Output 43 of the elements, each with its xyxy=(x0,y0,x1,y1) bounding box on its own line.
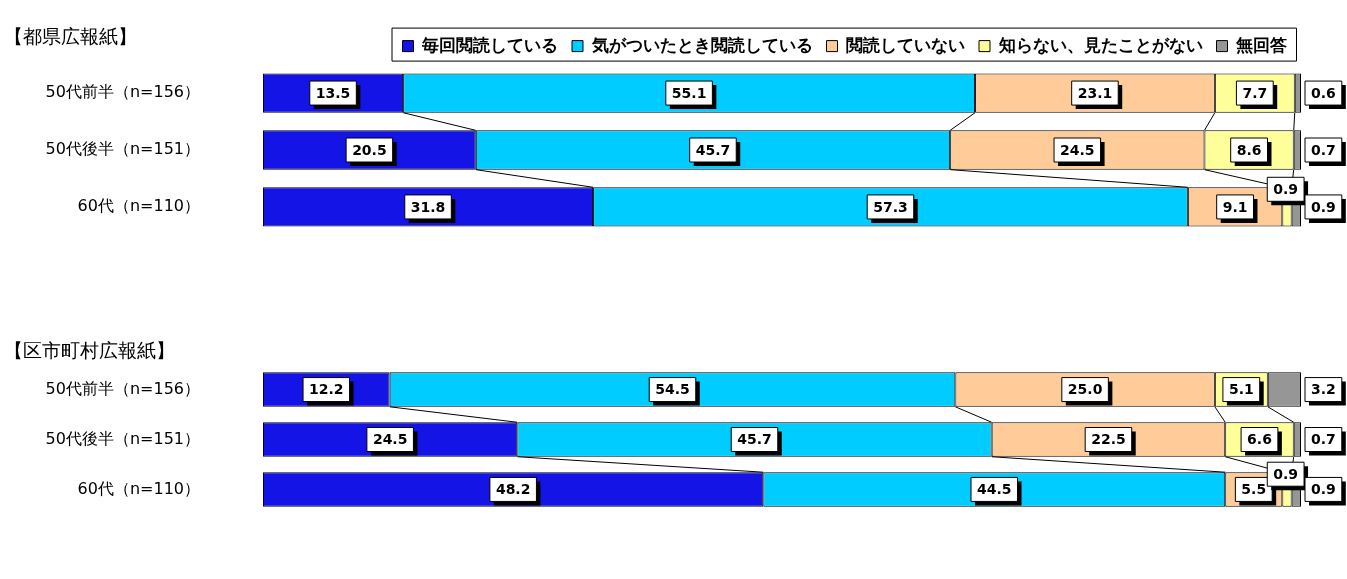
data-label: 23.1 xyxy=(1077,84,1113,101)
y-tick-label: 50代後半（n=151） xyxy=(45,139,200,159)
data-label: 5.5 xyxy=(1241,481,1267,498)
data-label: 24.5 xyxy=(1060,141,1095,158)
legend-label: 無回答 xyxy=(1235,34,1287,55)
data-label: 0.7 xyxy=(1310,141,1336,158)
legend-label: 気がついたとき閲読している xyxy=(590,34,813,55)
data-label: 45.7 xyxy=(737,431,772,448)
data-label: 31.8 xyxy=(410,198,446,215)
data-label: 25.0 xyxy=(1067,381,1103,398)
data-label: 0.9 xyxy=(1273,465,1299,482)
data-label: 24.5 xyxy=(372,431,408,448)
y-tick-label: 50代後半（n=151） xyxy=(45,428,200,448)
y-tick-label: 50代前半（n=156） xyxy=(45,82,200,102)
data-label: 54.5 xyxy=(655,381,690,398)
data-label: 55.1 xyxy=(671,84,707,101)
data-label: 13.5 xyxy=(315,84,351,101)
data-label: 9.1 xyxy=(1222,198,1248,215)
data-label: 7.7 xyxy=(1242,84,1268,101)
data-label: 8.6 xyxy=(1236,141,1262,158)
data-label: 0.9 xyxy=(1310,481,1336,498)
data-label: 45.7 xyxy=(695,141,731,158)
y-tick-label: 60代（n=110） xyxy=(77,196,200,216)
legend-label: 閲読していない xyxy=(846,34,965,55)
data-label: 0.9 xyxy=(1273,180,1299,197)
legend-label: 毎回閲読している xyxy=(421,34,558,55)
legend-label: 知らない、見たことがない xyxy=(997,34,1203,55)
text: 【区市町村広報紙】 xyxy=(4,338,175,363)
y-tick-label: 60代（n=110） xyxy=(77,478,200,498)
data-label: 6.6 xyxy=(1247,431,1272,448)
data-label: 20.5 xyxy=(352,141,387,158)
data-label: 48.2 xyxy=(495,481,531,498)
text: 【都県広報紙】 xyxy=(4,24,137,49)
data-label: 12.2 xyxy=(309,381,344,398)
data-label: 44.5 xyxy=(977,481,1012,498)
data-label: 0.6 xyxy=(1310,84,1336,101)
data-label: 3.2 xyxy=(1310,381,1336,398)
y-tick-label: 50代前半（n=156） xyxy=(45,378,200,398)
data-label: 0.7 xyxy=(1310,431,1336,448)
data-label: 22.5 xyxy=(1091,431,1126,448)
data-label: 0.9 xyxy=(1310,198,1336,215)
data-label: 57.3 xyxy=(873,198,908,215)
data-label: 5.1 xyxy=(1228,381,1254,398)
